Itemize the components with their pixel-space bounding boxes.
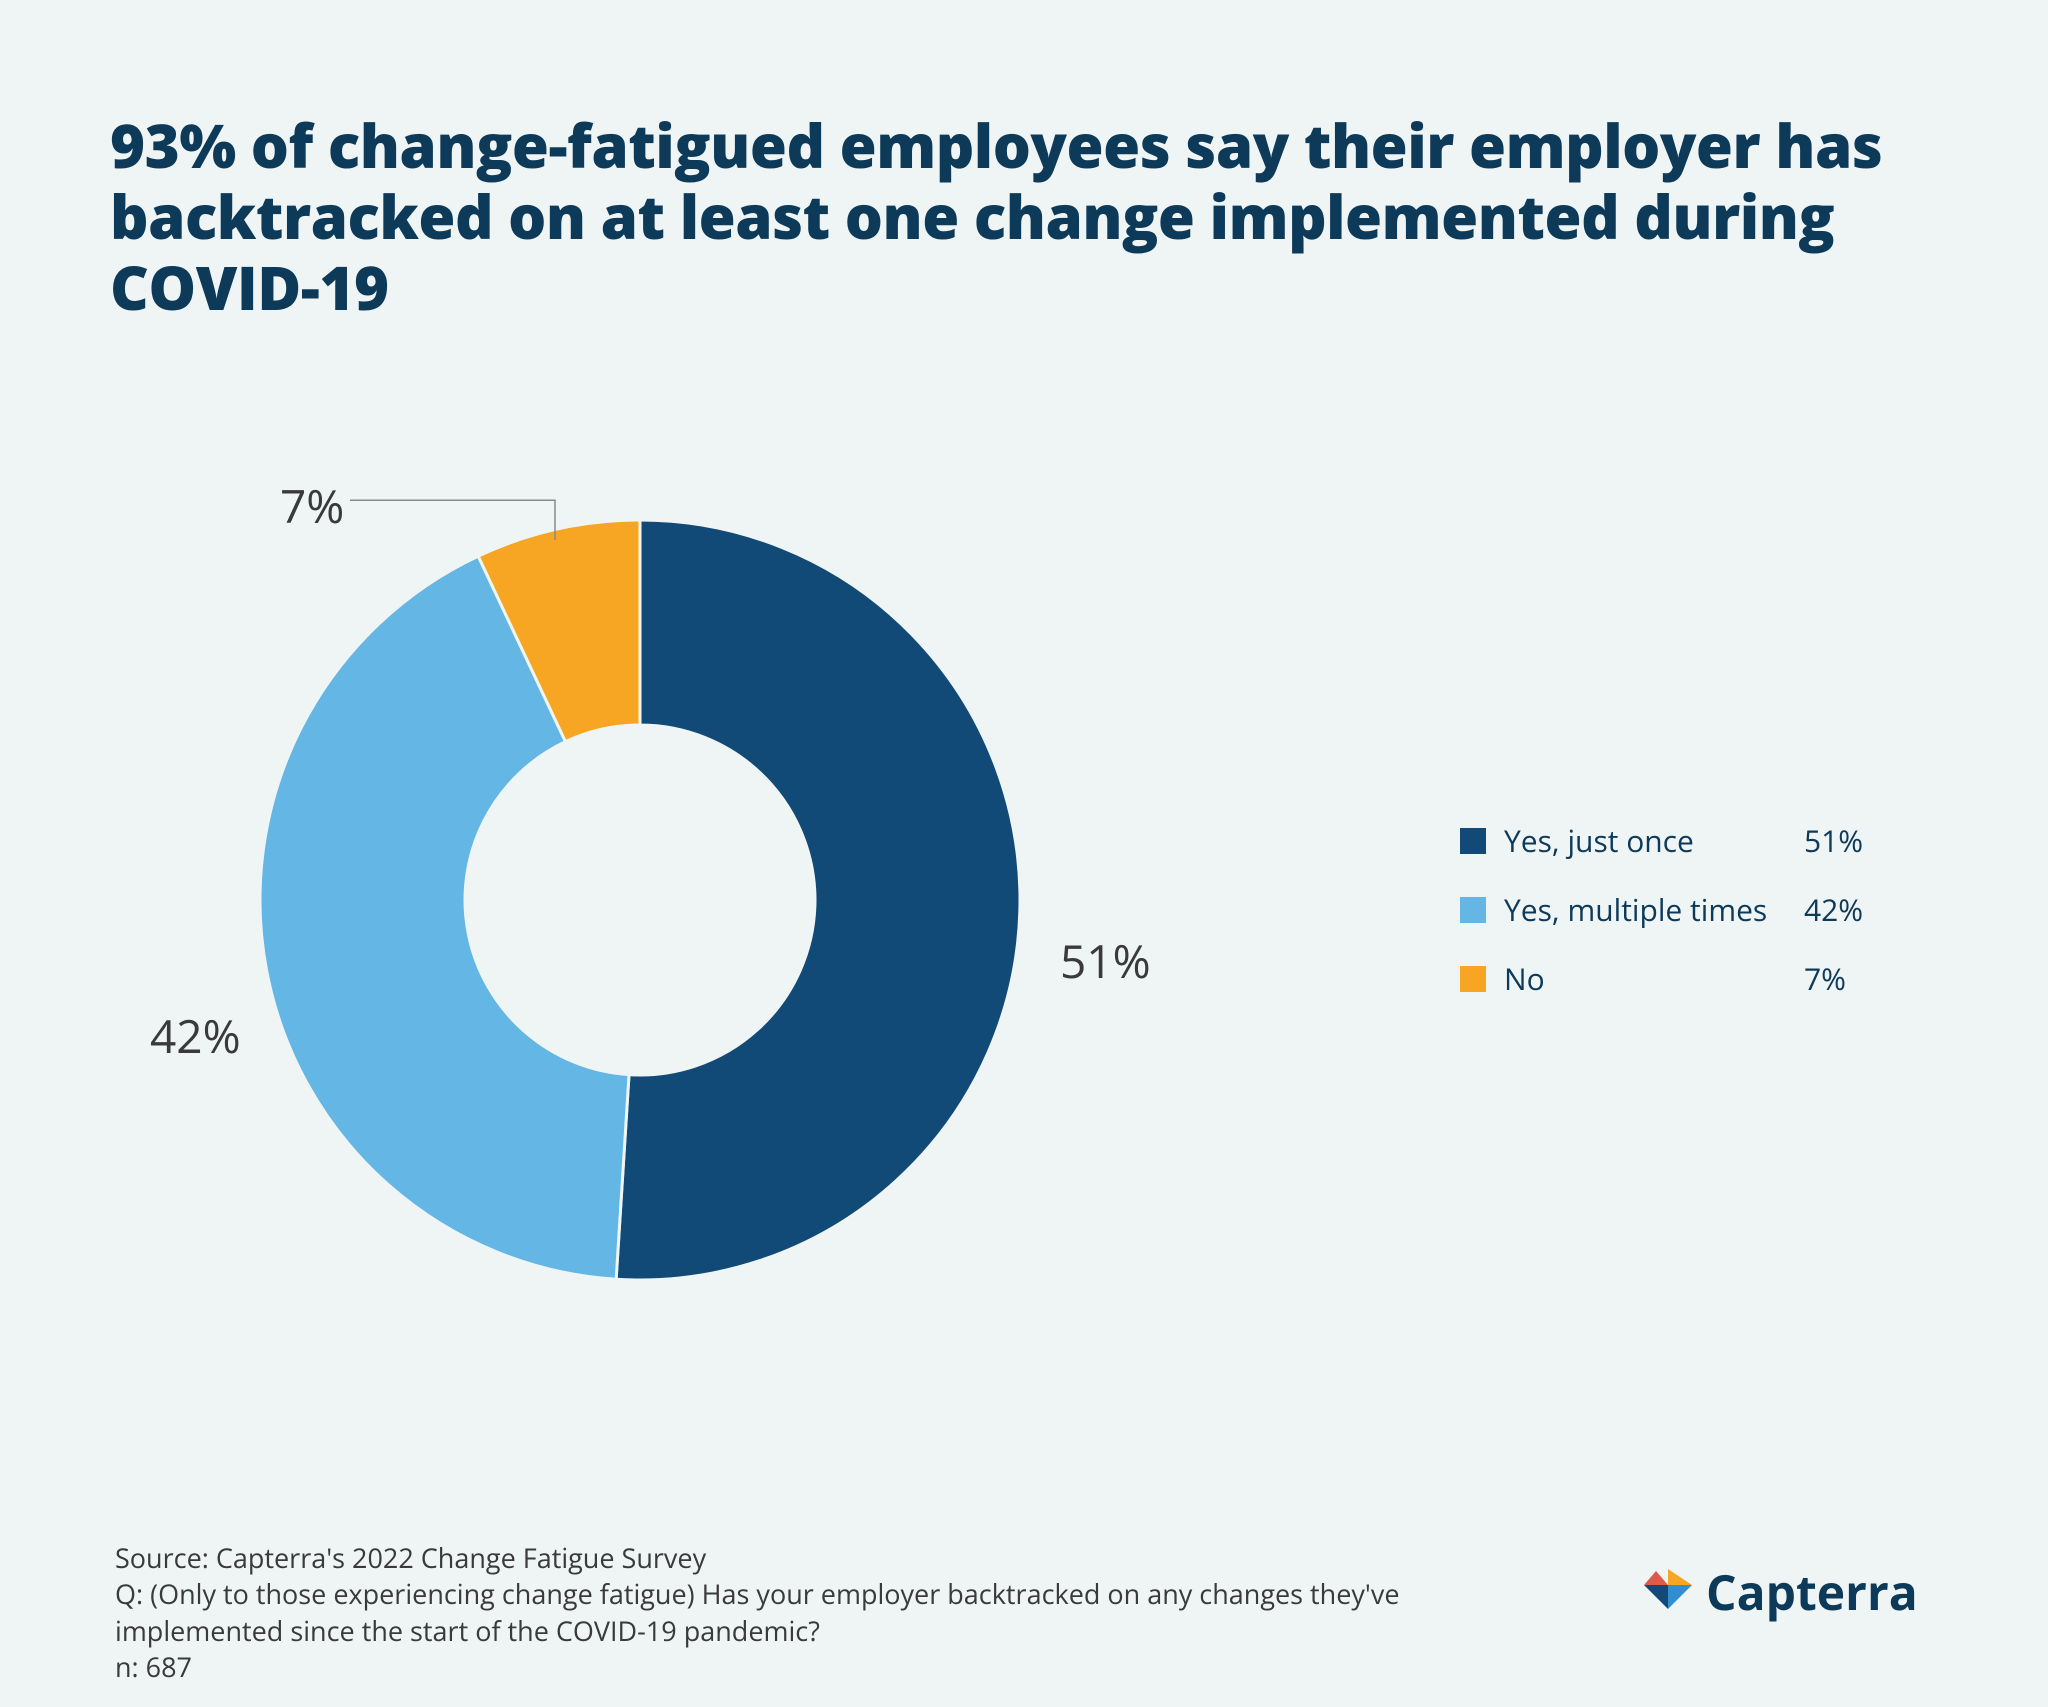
footer-line-0: Source: Capterra's 2022 Change Fatigue S… [115, 1540, 1495, 1576]
slice-label-yes_multi: 42% [150, 1005, 241, 1067]
legend-row-0: Yes, just once51% [1460, 820, 1884, 861]
legend-row-2: No7% [1460, 958, 1884, 999]
legend-label: Yes, multiple times [1504, 889, 1804, 930]
footer-line-2: n: 687 [115, 1649, 1495, 1685]
footer-line-1: Q: (Only to those experiencing change fa… [115, 1576, 1495, 1649]
legend-value: 42% [1804, 889, 1884, 930]
legend-value: 7% [1804, 958, 1884, 999]
brand-name: Capterra [1706, 1560, 1918, 1625]
legend-swatch [1460, 897, 1486, 923]
brand-logo: Capterra [1640, 1560, 1918, 1625]
legend-label: No [1504, 958, 1804, 999]
capterra-arrow-icon [1640, 1565, 1696, 1621]
slice-label-no: 7% [280, 475, 344, 537]
legend-value: 51% [1804, 820, 1884, 861]
legend-row-1: Yes, multiple times42% [1460, 889, 1884, 930]
legend-swatch [1460, 966, 1486, 992]
infographic-panel: 93% of change-fatigued employees say the… [0, 0, 2048, 1707]
legend-label: Yes, just once [1504, 820, 1804, 861]
leader-line-no [350, 500, 555, 540]
legend-swatch [1460, 828, 1486, 854]
chart-legend: Yes, just once51%Yes, multiple times42%N… [1460, 820, 1884, 1027]
slice-label-yes_once: 51% [1060, 930, 1151, 992]
source-footnote: Source: Capterra's 2022 Change Fatigue S… [115, 1540, 1495, 1686]
